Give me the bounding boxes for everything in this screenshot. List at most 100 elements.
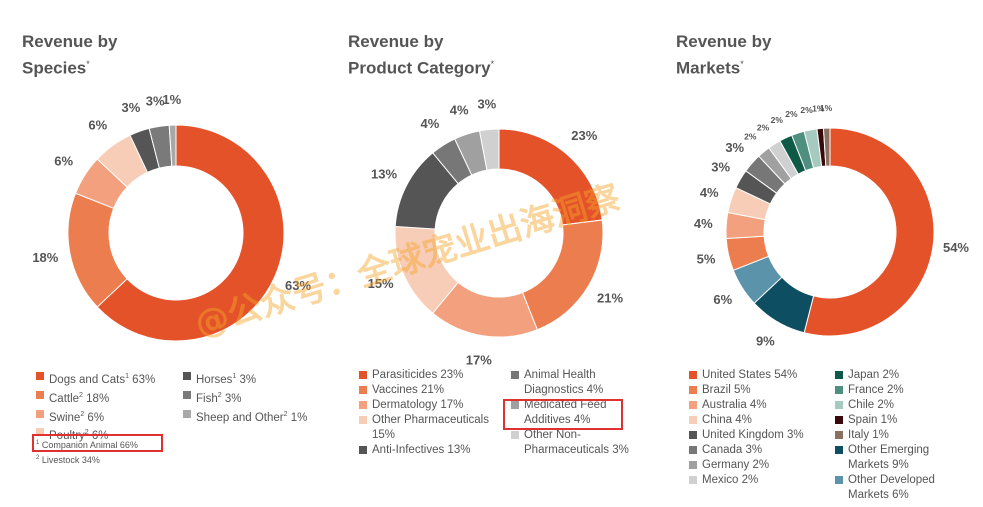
legend-item-anti-infectives-13: Anti-Infectives 13% (359, 443, 489, 458)
legend-swatch (689, 476, 697, 484)
markets-chart-title: Revenue by Markets* (676, 31, 771, 80)
legend-label: China 4% (702, 414, 752, 426)
legend-swatch (835, 416, 843, 424)
legend-item-poultry: Poultry2 6% (36, 425, 155, 444)
product-title-mark: * (490, 59, 495, 69)
legend-label: Fish (196, 392, 218, 405)
legend-swatch (359, 371, 367, 379)
data-label-italy: 1% (820, 103, 833, 113)
data-label-medicated-feed-additives: 4% (450, 102, 469, 117)
species-donut-chart: 63%18%6%6%3% 3%1% (32, 92, 312, 342)
markets-title-mark: * (740, 59, 744, 69)
legend-label: Germany 2% (702, 459, 770, 471)
markets-legend-left: United States 54% Brazil 5% Australia 4% Ch… (689, 368, 804, 488)
legend-item-australia-4: Australia 4% (689, 398, 804, 413)
legend-item-germany-2: Germany 2% (689, 458, 804, 473)
legend-item-other-developed-markets-6: Other Developed Markets 6% (835, 473, 935, 503)
legend-percent: 18% (82, 392, 110, 405)
legend-item-canada-3: Canada 3% (689, 443, 804, 458)
legend-swatch (359, 386, 367, 394)
data-label-spain: 1% (812, 104, 825, 114)
species-note-livestock: 2 Livestock 34% (36, 455, 100, 465)
legend-swatch (36, 409, 44, 418)
markets-title-line1: Revenue by (676, 32, 772, 51)
legend-label: United Kingdom 3% (702, 429, 804, 441)
markets-donut-chart: 54%9%6%5%4%4%3%3%2%2%2%2% 2% 1%1% (694, 103, 970, 348)
data-label-brazil: 5% (697, 252, 716, 267)
legend-item-parasiticides-23: Parasiticides 23% (359, 368, 489, 383)
legend-percent: 63% (128, 373, 156, 386)
data-label-france: 2% (785, 109, 798, 119)
legend-item-vaccines-21: Vaccines 21% (359, 383, 489, 398)
legend-label: Australia 4% (702, 399, 767, 411)
legend-label: Swine (49, 411, 81, 424)
legend-footnote-mark: 2 (283, 410, 288, 418)
legend-swatch (835, 386, 843, 394)
legend-item-animal-health-diagnostics-4: Animal Health Diagnostics 4% (511, 368, 629, 398)
legend-item-japan-2: Japan 2% (835, 368, 935, 383)
legend-label: Poultry (49, 430, 85, 443)
legend-swatch (835, 431, 843, 439)
legend-item-chile-2: Chile 2% (835, 398, 935, 413)
slice-sheep-and-other (168, 124, 177, 167)
slice-other-non-pharmaceuticals (478, 128, 500, 171)
legend-swatch (835, 401, 843, 409)
data-label-japan: 2% (771, 115, 784, 125)
legend-item-italy-1: Italy 1% (835, 428, 935, 443)
legend-swatch (511, 371, 519, 379)
legend-percent: 3% (236, 373, 257, 386)
markets-legend-right: Japan 2% France 2% Chile 2% Spain 1% Italy 1… (835, 368, 935, 503)
data-label-chile: 2% (800, 105, 813, 115)
data-label-dermatology: 17% (466, 352, 492, 367)
legend-percent: 6% (88, 430, 109, 443)
legend-footnote-mark: 2 (80, 410, 85, 418)
legend-item-united-states-54: United States 54% (689, 368, 804, 383)
data-label-australia: 4% (694, 216, 713, 231)
product-legend-left: Parasiticides 23% Vaccines 21% Dermatology… (359, 368, 489, 458)
legend-swatch (689, 431, 697, 439)
legend-swatch (183, 372, 191, 380)
legend-item-brazil-5: Brazil 5% (689, 383, 804, 398)
legend-swatch (835, 476, 843, 484)
legend-swatch (36, 428, 44, 437)
legend-swatch (183, 409, 191, 418)
slice-vaccines (521, 219, 604, 331)
legend-swatch (511, 401, 519, 409)
data-label-mexico: 2% (757, 122, 770, 132)
legend-swatch (36, 372, 44, 380)
legend-swatch (689, 461, 697, 469)
legend-swatch (511, 431, 519, 439)
legend-footnote-mark: 2 (217, 391, 222, 399)
species-title-mark: * (86, 59, 90, 69)
data-label-animal-health-diagnostics: 4% (420, 116, 439, 131)
data-label-united-kingdom: 3% (711, 159, 730, 174)
slice-united-states (803, 127, 935, 337)
data-label-united-states: 54% (943, 240, 969, 255)
legend-label: Other Pharmaceuticals (372, 414, 489, 426)
legend-item-other-emerging-markets-9: Other Emerging Markets 9% (835, 443, 935, 473)
species-legend-right: Horses1 3% Fish2 3% Sheep and Other2 1% (183, 369, 307, 425)
legend-label: Horses (196, 373, 233, 386)
data-label-cattle: 18% (32, 250, 58, 265)
legend-label: Vaccines 21% (372, 384, 445, 396)
legend-label: Dogs and Cats (49, 373, 126, 386)
legend-item-china-4: China 4% (689, 413, 804, 428)
legend-percent: 3% (221, 392, 242, 405)
legend-label: Spain 1% (848, 414, 898, 426)
legend-label: Japan 2% (848, 369, 900, 381)
species-title-line1: Revenue by (22, 32, 118, 51)
slice-dogs-and-cats (96, 124, 285, 342)
data-label-horses: 3% (122, 100, 141, 115)
data-label-dogs-and-cats: 63% (285, 278, 311, 293)
legend-footnote-mark: 2 (84, 429, 89, 437)
legend-item-other-non-pharmaceuticals-3: Other Non- Pharmaceuticals 3% (511, 428, 629, 458)
data-label-anti-infectives: 13% (371, 166, 397, 181)
legend-item-sheep-and-other: Sheep and Other2 1% (183, 407, 307, 426)
data-label-fish: 3% (146, 94, 165, 109)
legend-label: Medicated Feed (524, 399, 607, 411)
data-label-other-developed-markets: 6% (713, 292, 732, 307)
companion-animal-highlight-box (32, 434, 163, 452)
legend-percent: 6% (84, 411, 105, 424)
data-label-other-emerging-markets: 9% (756, 333, 775, 348)
legend-swatch (835, 446, 843, 454)
